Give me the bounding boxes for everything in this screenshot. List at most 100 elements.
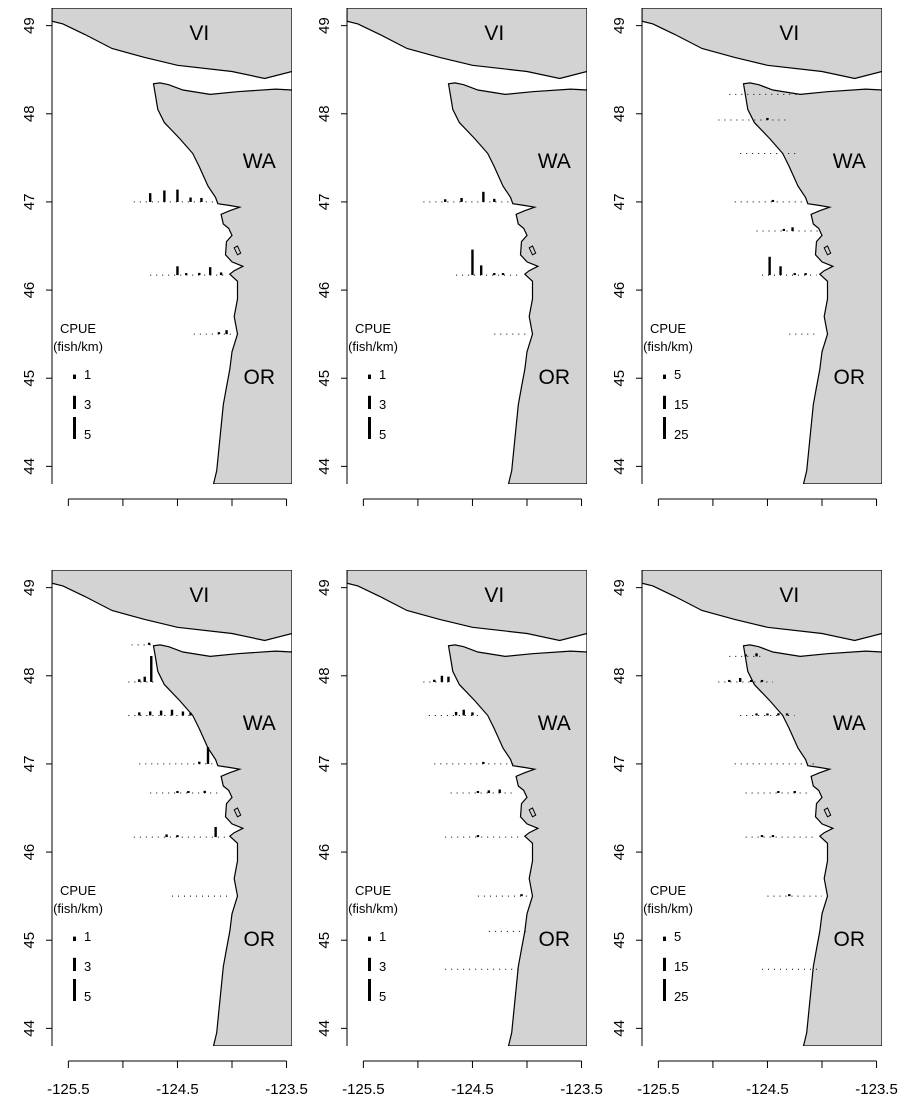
lat-tick-label: 49 bbox=[611, 17, 628, 34]
estuary-island bbox=[823, 245, 832, 256]
latitude-axis: 44 45 46 47 48 49 bbox=[316, 8, 348, 484]
cpue-bar bbox=[755, 653, 758, 657]
legend-value: 25 bbox=[674, 989, 688, 1004]
lat-tick-label: 48 bbox=[21, 105, 38, 122]
lon-tick-label: -123.5 bbox=[855, 1081, 898, 1098]
cpue-bar bbox=[462, 709, 465, 716]
map-panel-r2c3: VI WA OR CPUE (fish/km) 5 15 25 44 45 46 47 48 49 -125… bbox=[611, 570, 898, 1098]
region-label-wa: WA bbox=[833, 150, 866, 173]
map-panel-r1c1: VI WA OR CPUE (fish/km) 1 3 5 44 45 46 47 48 49 bbox=[21, 8, 292, 506]
vancouver-island bbox=[642, 8, 882, 80]
latitude-axis: 44 45 46 47 48 49 bbox=[611, 570, 643, 1046]
lat-tick-label: 47 bbox=[611, 756, 628, 773]
cpue-bar bbox=[433, 679, 436, 682]
legend-bar bbox=[73, 395, 76, 409]
cpue-bar bbox=[501, 273, 505, 276]
legend-bar bbox=[368, 936, 371, 941]
region-label-vi: VI bbox=[779, 584, 799, 607]
cpue-bar bbox=[176, 189, 179, 202]
cpue-bar bbox=[479, 265, 483, 276]
cpue-bar bbox=[471, 249, 474, 276]
legend-title: CPUE bbox=[650, 883, 686, 898]
region-label-vi: VI bbox=[484, 584, 504, 607]
legend-bar bbox=[663, 395, 666, 409]
legend-title: CPUE bbox=[355, 883, 391, 898]
legend-bar bbox=[73, 936, 76, 941]
cpue-bar bbox=[777, 791, 780, 794]
cpue-bar bbox=[200, 197, 203, 202]
lat-tick-label: 47 bbox=[316, 756, 333, 773]
legend-value: 15 bbox=[674, 959, 688, 974]
lat-tick-label: 44 bbox=[611, 1020, 628, 1037]
lon-tick-label: -124.5 bbox=[746, 1081, 789, 1098]
vancouver-island bbox=[642, 570, 882, 642]
legend-title: CPUE bbox=[650, 321, 686, 336]
mainland-coast bbox=[742, 8, 882, 484]
cpue-bar bbox=[208, 267, 212, 276]
legend-title: CPUE bbox=[355, 321, 391, 336]
cpue-bar bbox=[785, 713, 789, 716]
lat-tick-label: 47 bbox=[21, 756, 38, 773]
legend-bar bbox=[663, 979, 666, 1001]
cpue-bar bbox=[170, 709, 174, 716]
latitude-axis: 44 45 46 47 48 49 bbox=[21, 570, 53, 1046]
region-label-wa: WA bbox=[243, 150, 276, 173]
region-label-wa: WA bbox=[538, 712, 571, 735]
cpue-bar bbox=[482, 191, 485, 202]
legend-title: CPUE bbox=[60, 321, 96, 336]
legend-value: 3 bbox=[379, 959, 386, 974]
cpue-bar bbox=[788, 894, 791, 897]
lat-tick-label: 44 bbox=[21, 1020, 38, 1037]
lat-tick-label: 48 bbox=[611, 105, 628, 122]
lat-tick-label: 45 bbox=[21, 932, 38, 949]
estuary-island bbox=[233, 245, 242, 256]
cpue-bar bbox=[771, 199, 775, 202]
cpue-bar bbox=[791, 227, 794, 232]
cpue-bar bbox=[189, 197, 192, 202]
cpue-bar bbox=[159, 710, 163, 716]
longitude-axis bbox=[67, 498, 288, 506]
cpue-bar bbox=[443, 199, 447, 202]
legend-units: (fish/km) bbox=[348, 901, 398, 916]
cpue-bar bbox=[219, 272, 223, 276]
cpue-bar bbox=[793, 791, 796, 794]
longitude-axis bbox=[657, 498, 878, 506]
lat-tick-label: 46 bbox=[611, 844, 628, 861]
lat-tick-label: 47 bbox=[611, 194, 628, 211]
cpue-bar bbox=[165, 834, 168, 838]
region-label-or: OR bbox=[539, 366, 571, 389]
longitude-axis: -125.5 -124.5 -123.5 bbox=[47, 1060, 308, 1098]
lat-tick-label: 47 bbox=[21, 194, 38, 211]
map-panel-r1c3: VI WA OR CPUE (fish/km) 5 15 25 44 45 46 47 48 49 bbox=[611, 8, 882, 506]
cpue-bar bbox=[440, 675, 444, 682]
region-label-vi: VI bbox=[484, 22, 504, 45]
legend-bar bbox=[663, 936, 666, 941]
cpue-bar bbox=[476, 791, 480, 794]
region-label-or: OR bbox=[834, 928, 866, 951]
lat-tick-label: 49 bbox=[21, 17, 38, 34]
legend-units: (fish/km) bbox=[348, 339, 398, 354]
region-label-wa: WA bbox=[538, 150, 571, 173]
cpue-bar bbox=[143, 676, 146, 682]
cpue-bar bbox=[744, 654, 747, 657]
lat-tick-label: 45 bbox=[316, 370, 333, 387]
cpue-bar bbox=[184, 273, 188, 276]
cpue-bar bbox=[176, 835, 179, 838]
cpue-bar bbox=[749, 679, 753, 682]
legend-value: 3 bbox=[379, 397, 386, 412]
region-label-vi: VI bbox=[189, 584, 209, 607]
lat-tick-label: 48 bbox=[316, 105, 333, 122]
cpue-bar bbox=[487, 790, 491, 794]
cpue-bar bbox=[520, 894, 523, 897]
lat-tick-label: 47 bbox=[316, 194, 333, 211]
cpue-bar bbox=[777, 713, 780, 716]
cpue-bar bbox=[147, 642, 151, 645]
legend-units: (fish/km) bbox=[643, 901, 693, 916]
lat-tick-label: 44 bbox=[316, 1020, 333, 1037]
cpue-bar bbox=[498, 789, 501, 794]
map-panel-r1c2: VI WA OR CPUE (fish/km) 1 3 5 44 45 46 47 48 49 bbox=[316, 8, 587, 506]
cpue-bar bbox=[148, 711, 152, 716]
legend-value: 1 bbox=[379, 367, 386, 382]
cpue-bar bbox=[755, 713, 758, 716]
lat-tick-label: 49 bbox=[316, 579, 333, 596]
